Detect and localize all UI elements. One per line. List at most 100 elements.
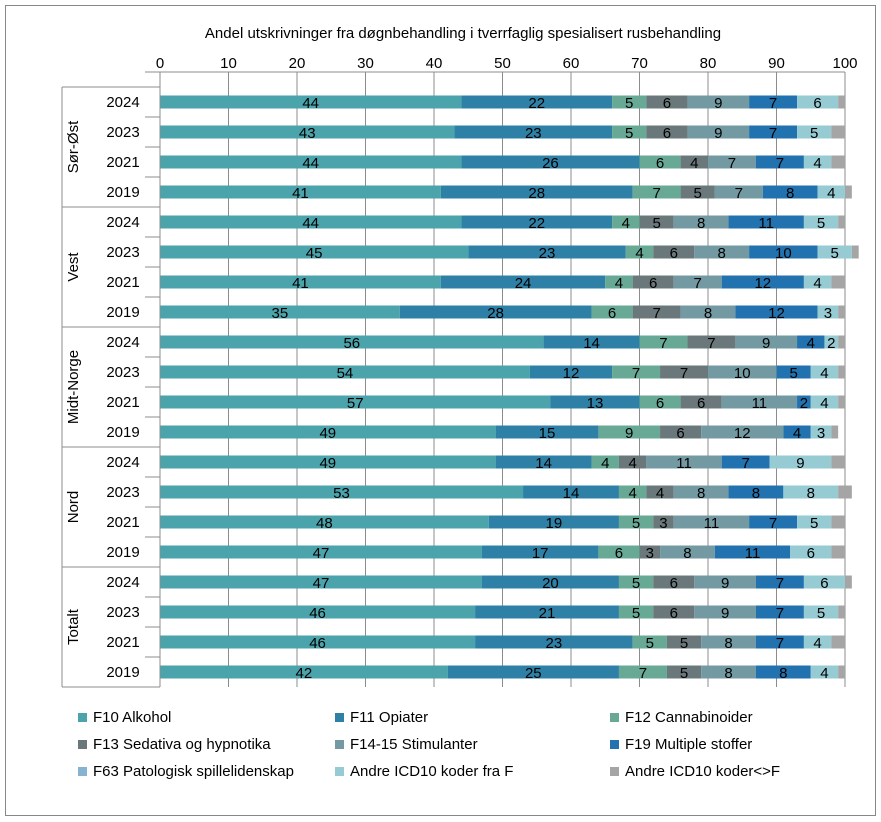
bar-segment: [618, 575, 654, 589]
data-label: 7: [639, 665, 647, 682]
legend-swatch: [610, 740, 619, 749]
bar-segment: [673, 275, 722, 289]
bar-segment: [598, 545, 640, 559]
data-label: 6: [608, 305, 616, 322]
data-label: 8: [779, 665, 787, 682]
data-label: 21: [539, 605, 556, 622]
bar-segment: [160, 155, 462, 169]
bar-segment: [755, 605, 804, 619]
data-label: 6: [820, 575, 828, 592]
bar-segment: [160, 245, 469, 259]
bar-segment: [755, 155, 804, 169]
data-label: 8: [786, 185, 794, 202]
bar-segment: [687, 125, 750, 139]
bar-segment: [714, 545, 791, 559]
bar-segment: [461, 155, 640, 169]
bar-segment: [810, 425, 832, 439]
bar-segment: [160, 455, 496, 469]
data-label: 28: [528, 185, 545, 202]
bar-segment: [721, 395, 798, 409]
bar-segment: [666, 635, 702, 649]
data-label: 9: [796, 455, 804, 472]
data-label: 7: [659, 335, 667, 352]
bar-segment: [653, 245, 695, 259]
data-label: 7: [632, 365, 640, 382]
bar-segment: [632, 635, 667, 649]
year-label: 2024: [106, 454, 139, 471]
data-label: 7: [776, 575, 784, 592]
bar-segment: [749, 95, 798, 109]
bar-segment: [755, 635, 804, 649]
bar-segment: [680, 395, 722, 409]
bar-segment: [632, 275, 674, 289]
bar-segment: [618, 485, 647, 499]
data-label: 14: [583, 335, 600, 352]
data-label: 6: [649, 275, 657, 292]
data-label: 5: [810, 125, 818, 142]
data-label: 4: [807, 335, 815, 352]
bar-segment: [749, 125, 798, 139]
data-label: 9: [714, 95, 722, 112]
bar-segment: [666, 665, 702, 679]
data-label: 4: [793, 425, 801, 442]
data-label: 6: [813, 95, 821, 112]
legend-item: F14-15 Stimulanter: [335, 736, 478, 753]
data-label: 6: [656, 155, 664, 172]
year-label: 2021: [106, 154, 139, 171]
group-label: Vest: [65, 252, 82, 282]
bar-segment: [447, 665, 619, 679]
bar-segment: [639, 155, 681, 169]
bar-segment: [639, 545, 661, 559]
year-label: 2024: [106, 214, 139, 231]
data-label: 6: [807, 545, 815, 562]
bar-segment: [523, 485, 619, 499]
data-label: 41: [292, 185, 309, 202]
bar-segment: [803, 155, 832, 169]
bar-segment: [838, 665, 845, 679]
x-tick-label: 30: [357, 55, 374, 72]
year-label: 2019: [106, 664, 139, 681]
data-label: 5: [680, 635, 688, 652]
data-label: 3: [817, 425, 825, 442]
bar-segment: [838, 95, 845, 109]
data-label: 53: [333, 485, 350, 502]
bar-segment: [673, 215, 729, 229]
bar-segment: [160, 515, 489, 529]
bar-segment: [612, 95, 647, 109]
bar-segment: [810, 365, 839, 379]
year-label: 2019: [106, 304, 139, 321]
x-tick-label: 0: [156, 55, 164, 72]
bar-segment: [817, 245, 852, 259]
data-label: 6: [670, 245, 678, 262]
bar-segment: [831, 425, 839, 439]
year-label: 2023: [106, 244, 139, 261]
data-label: 11: [758, 215, 774, 232]
data-label: 54: [337, 365, 354, 382]
data-label: 6: [670, 575, 678, 592]
data-label: 4: [601, 455, 609, 472]
data-label: 5: [632, 515, 640, 532]
bar-segment: [550, 395, 640, 409]
data-label: 9: [721, 575, 729, 592]
bar-segment: [838, 395, 845, 409]
data-label: 3: [646, 545, 654, 562]
bar-segment: [803, 605, 839, 619]
x-tick-label: 60: [563, 55, 580, 72]
group-label: Totalt: [65, 608, 82, 645]
legend-item: F13 Sedativa og hypnotika: [78, 736, 271, 753]
bar-segment: [653, 515, 674, 529]
data-label: 48: [316, 515, 333, 532]
bar-segment: [701, 635, 756, 649]
bar-segment: [618, 605, 654, 619]
legend-swatch: [335, 767, 344, 776]
bar-segment: [591, 305, 633, 319]
year-label: 2019: [106, 184, 139, 201]
data-label: 20: [542, 575, 559, 592]
year-label: 2024: [106, 94, 139, 111]
bar-segment: [160, 425, 496, 439]
x-tick-label: 20: [289, 55, 306, 72]
data-label: 7: [652, 185, 660, 202]
bar-segment: [680, 155, 708, 169]
data-label: 5: [625, 125, 633, 142]
